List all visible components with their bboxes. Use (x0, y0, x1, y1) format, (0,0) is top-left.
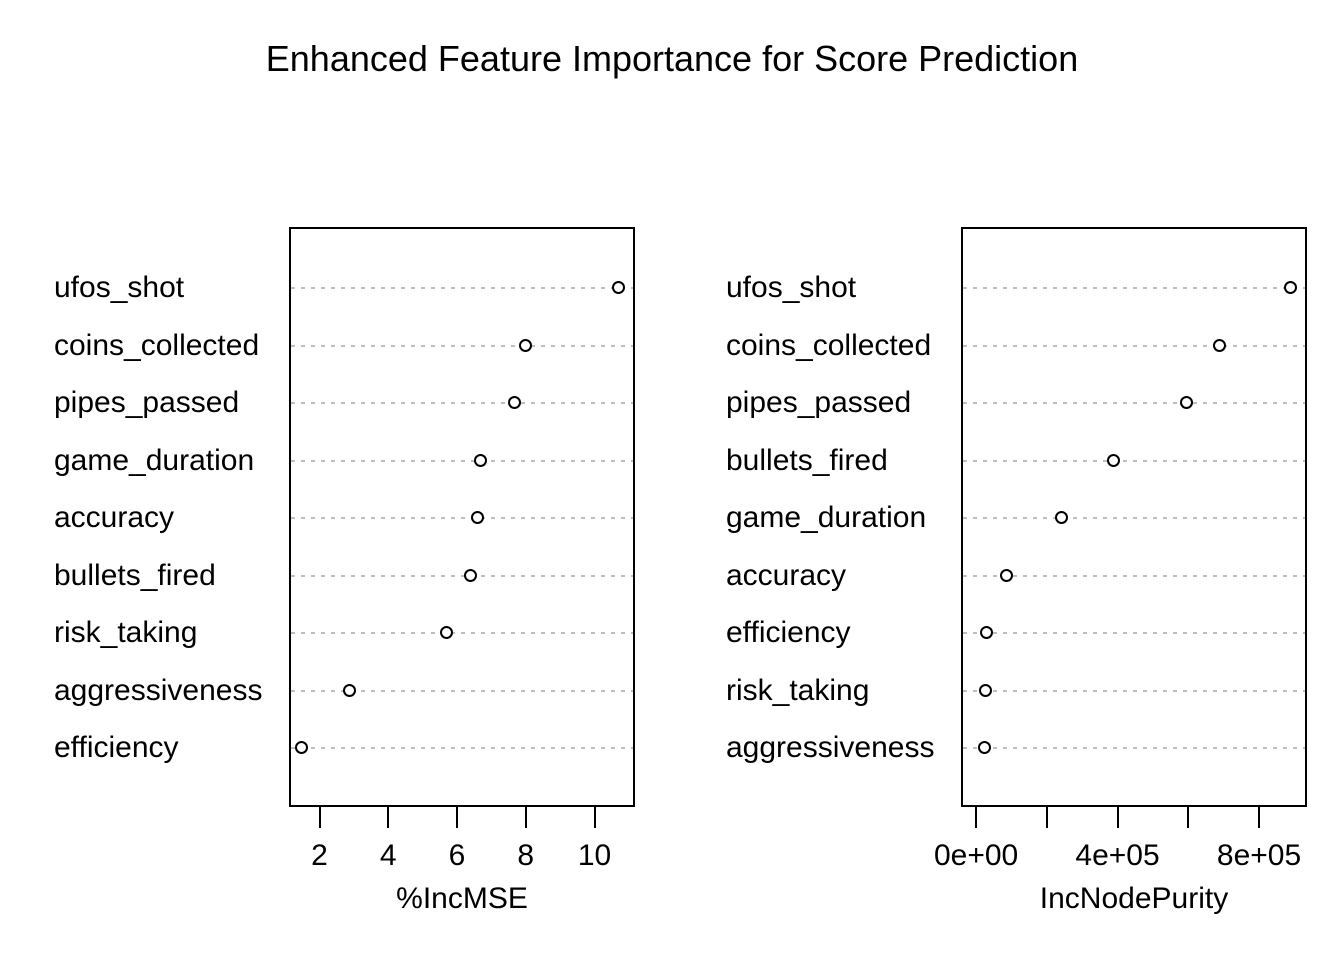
gridline-aggressiveness (291, 689, 633, 692)
gridline-coins_collected (291, 344, 633, 347)
data-point-ufos_shot (611, 281, 625, 294)
gridline-bullets_fired (963, 459, 1305, 462)
data-point-pipes_passed (1179, 396, 1193, 409)
gridline-ufos_shot (291, 287, 633, 289)
data-point-risk_taking (439, 626, 453, 639)
axis-tick (975, 807, 978, 828)
axis-tick-label: 0e+00 (933, 839, 1019, 872)
axis-tick (318, 807, 321, 828)
data-point-accuracy (470, 511, 484, 524)
gridline-pipes_passed (963, 402, 1305, 404)
gridline-pipes_passed (291, 402, 633, 404)
category-label-coins_collected: coins_collected (54, 328, 260, 362)
gridline-accuracy (291, 517, 633, 519)
data-point-bullets_fired (1107, 453, 1121, 467)
data-point-game_duration (1055, 511, 1069, 524)
data-point-coins_collected (1213, 338, 1227, 352)
axis-tick-label: 2 (311, 839, 328, 872)
data-point-efficiency (980, 626, 994, 639)
axis-tick (593, 807, 596, 828)
axis-tick (524, 807, 527, 828)
data-point-pipes_passed (508, 396, 522, 409)
axis-tick-label: 10 (577, 839, 612, 872)
gridline-risk_taking (963, 689, 1305, 692)
plot-box (961, 227, 1307, 807)
category-label-aggressiveness: aggressiveness (54, 673, 263, 707)
axis-tick (456, 807, 459, 828)
category-label-game_duration: game_duration (726, 501, 927, 534)
category-label-ufos_shot: ufos_shot (54, 271, 185, 304)
axis-tick-label: 8 (517, 839, 535, 872)
axis-tick (387, 807, 390, 828)
category-label-accuracy: accuracy (726, 558, 847, 592)
axis-tick-label: 8e+05 (1216, 839, 1302, 872)
chart-title: Enhanced Feature Importance for Score Pr… (265, 38, 1079, 79)
axis-tick (1045, 807, 1048, 828)
category-label-aggressiveness: aggressiveness (726, 731, 935, 764)
category-label-coins_collected: coins_collected (726, 328, 932, 362)
x-axis-title-incmse: %IncMSE (396, 882, 528, 915)
category-label-accuracy: accuracy (54, 501, 175, 534)
gridline-coins_collected (963, 344, 1305, 347)
category-label-risk_taking: risk_taking (54, 616, 198, 649)
data-point-game_duration (474, 453, 488, 467)
axis-tick-label: 6 (448, 839, 466, 872)
x-axis-title-incnodepurity: IncNodePurity (1039, 882, 1229, 915)
category-label-bullets_fired: bullets_fired (54, 558, 216, 592)
data-point-aggressiveness (343, 683, 357, 697)
gridline-efficiency (291, 747, 633, 749)
category-label-game_duration: game_duration (54, 443, 255, 477)
category-label-risk_taking: risk_taking (726, 673, 870, 707)
gridline-efficiency (963, 632, 1305, 634)
data-point-efficiency (295, 741, 309, 754)
category-label-ufos_shot: ufos_shot (726, 271, 857, 304)
gridline-aggressiveness (963, 747, 1305, 749)
plot-box (289, 227, 635, 807)
axis-tick-label: 4e+05 (1075, 839, 1160, 872)
axis-tick (1258, 807, 1261, 828)
category-label-bullets_fired: bullets_fired (726, 443, 888, 477)
category-label-pipes_passed: pipes_passed (54, 386, 240, 419)
data-point-accuracy (1000, 568, 1014, 582)
gridline-bullets_fired (291, 574, 633, 577)
category-label-efficiency: efficiency (726, 616, 851, 649)
gridline-risk_taking (291, 632, 633, 634)
category-label-pipes_passed: pipes_passed (726, 386, 912, 419)
data-point-risk_taking (978, 683, 992, 697)
gridline-game_duration (291, 459, 633, 462)
data-point-bullets_fired (463, 568, 477, 582)
gridline-accuracy (963, 574, 1305, 577)
gridline-game_duration (963, 517, 1305, 519)
data-point-ufos_shot (1283, 281, 1297, 294)
category-label-efficiency: efficiency (54, 731, 179, 764)
axis-tick (1116, 807, 1119, 828)
axis-tick (1187, 807, 1190, 828)
axis-tick-label: 4 (379, 839, 397, 872)
data-point-aggressiveness (977, 741, 991, 754)
gridline-ufos_shot (963, 287, 1305, 289)
data-point-coins_collected (518, 338, 532, 352)
